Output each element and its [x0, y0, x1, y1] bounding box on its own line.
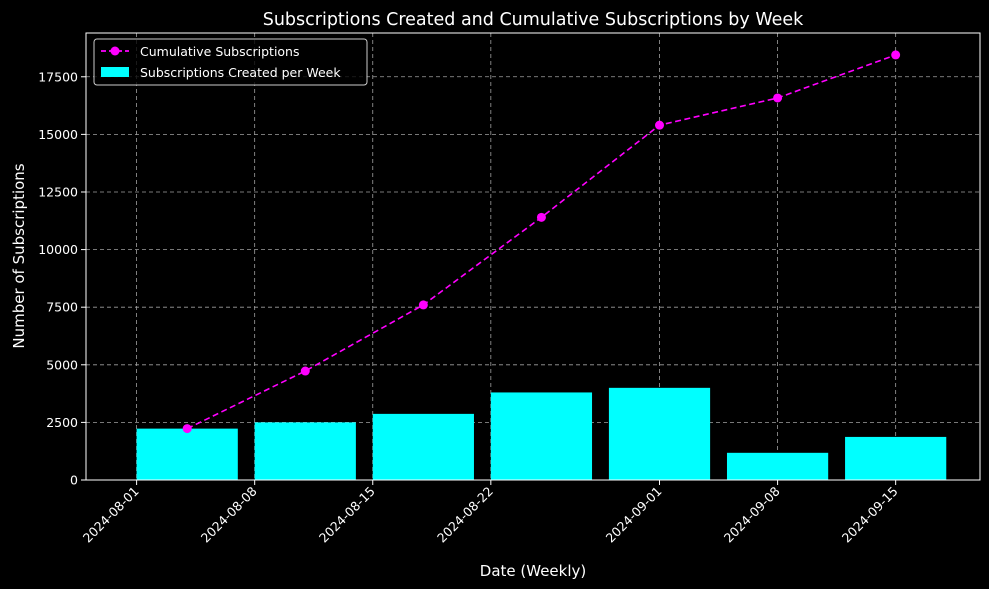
line-point [182, 424, 192, 434]
line-series [182, 50, 901, 434]
bar [726, 452, 829, 480]
line-point [300, 366, 310, 376]
bar [490, 392, 593, 480]
y-tick-label: 0 [70, 473, 78, 488]
line-point [891, 50, 901, 60]
legend-box [93, 38, 368, 86]
y-axis: 0 2500 5000 7500 10000 12500 15000 17500 [38, 69, 86, 488]
bar [136, 428, 238, 480]
legend-bar-swatch [101, 67, 129, 77]
line-point [773, 93, 783, 103]
line-point [536, 212, 546, 222]
y-tick-label: 10000 [38, 242, 78, 257]
line-point [418, 300, 428, 310]
y-tick-label: 15000 [38, 127, 78, 142]
chart-title: Subscriptions Created and Cumulative Sub… [263, 10, 804, 30]
legend: Cumulative Subscriptions Subscriptions C… [93, 38, 368, 86]
x-axis-label: Date (Weekly) [480, 562, 586, 580]
legend-entry-cumulative: Cumulative Subscriptions [140, 44, 300, 59]
y-tick-label: 12500 [38, 184, 78, 199]
bar [845, 436, 947, 480]
y-tick-label: 7500 [46, 300, 78, 315]
y-tick-label: 17500 [38, 69, 78, 84]
y-tick-label: 5000 [46, 357, 78, 372]
legend-line-marker [110, 46, 120, 56]
bar-series [136, 387, 947, 480]
line-point [655, 120, 665, 130]
y-axis-label: Number of Subscriptions [10, 163, 28, 348]
y-tick-label: 2500 [46, 415, 78, 430]
plot-frame [85, 32, 981, 481]
legend-entry-per-week: Subscriptions Created per Week [140, 65, 341, 80]
bar [254, 422, 356, 480]
bar [608, 387, 711, 480]
bar [372, 413, 474, 480]
